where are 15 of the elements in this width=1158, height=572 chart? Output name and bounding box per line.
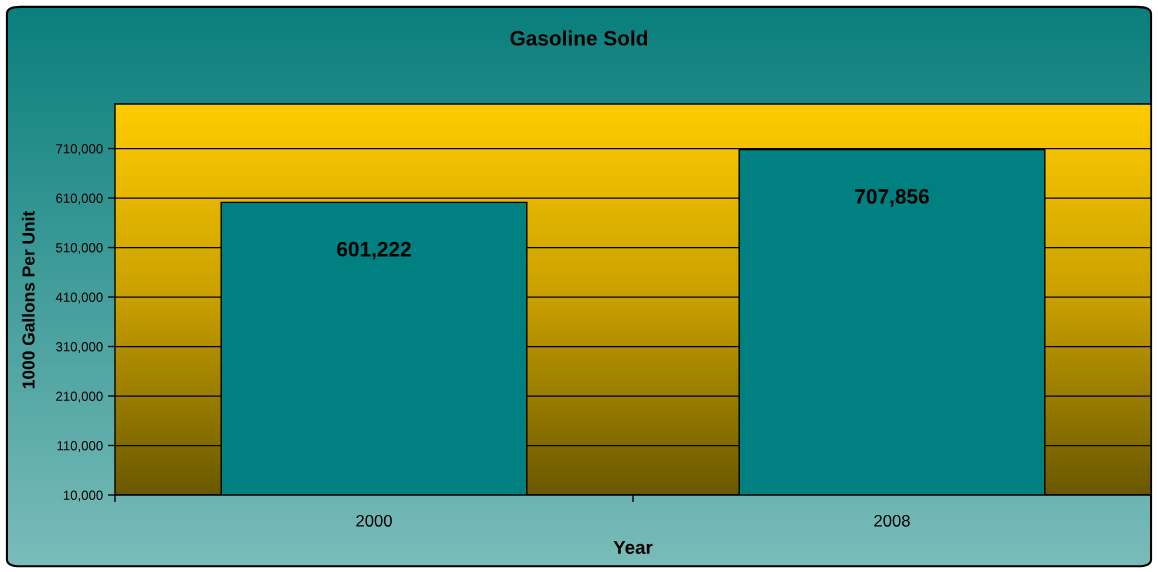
x-tick-label: 2008 [874, 514, 910, 527]
y-tick-label: 310,000 [56, 342, 103, 353]
data-label: 707,856 [855, 189, 929, 207]
data-label: 601,222 [337, 241, 411, 260]
y-tick-label: 710,000 [56, 144, 103, 156]
y-tick-label: 410,000 [55, 292, 103, 304]
y-axis-title: 1000 Gallons Per Unit [21, 210, 35, 389]
y-tick-label: 210,000 [56, 391, 103, 403]
y-tick-label: 10,000 [63, 490, 103, 502]
chart-title: Gasoline Sold [510, 30, 648, 46]
x-axis-title: Year [613, 540, 653, 555]
x-tick-label: 2000 [356, 514, 392, 527]
y-tick-label: 610,000 [56, 193, 103, 205]
y-tick-label: 110,000 [57, 441, 103, 452]
y-tick-label: 510,000 [56, 243, 103, 254]
